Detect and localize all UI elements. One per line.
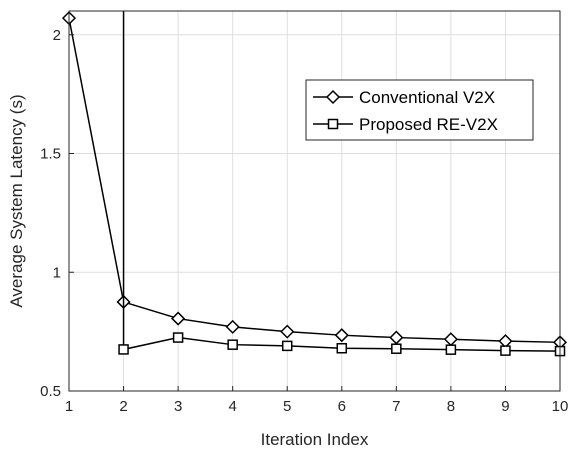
x-tick-label: 4	[228, 398, 236, 415]
series-layer	[61, 11, 568, 357]
data-point	[172, 332, 184, 343]
data-point	[227, 339, 238, 350]
x-tick-label: 7	[392, 398, 400, 415]
data-point	[445, 344, 457, 355]
data-point	[118, 344, 129, 355]
data-point	[171, 311, 186, 326]
data-point	[336, 343, 348, 354]
y-tick-label: 2	[53, 27, 61, 44]
legend-marker	[327, 118, 339, 130]
data-point	[334, 328, 349, 343]
x-tick-label: 9	[501, 398, 509, 415]
legend-item: Proposed RE-V2X	[313, 115, 498, 134]
y-tick-label: 1	[53, 264, 61, 281]
legend-marker	[325, 89, 341, 105]
legend-label: Proposed RE-V2X	[359, 115, 498, 134]
legend-box	[305, 79, 534, 141]
x-tick-label: 2	[119, 398, 127, 415]
data-point	[225, 319, 240, 334]
x-tick-label: 5	[283, 398, 291, 415]
x-axis-label: Iteration Index	[261, 430, 369, 449]
x-tick-label: 6	[338, 398, 346, 415]
series-line	[68, 17, 561, 344]
data-point	[500, 345, 511, 356]
series-line	[122, 11, 561, 352]
y-tick-label: 0.5	[40, 383, 61, 400]
y-tick-label: 1.5	[40, 146, 61, 163]
x-tick-label: 1	[65, 398, 73, 415]
legend-label: Conventional V2X	[359, 88, 495, 107]
y-axis-label: Average System Latency (s)	[7, 94, 26, 307]
data-point	[281, 340, 293, 352]
x-tick-label: 8	[447, 398, 455, 415]
x-tick-label: 10	[552, 398, 569, 415]
data-point	[280, 324, 295, 339]
plot-frame	[68, 10, 561, 392]
plot-background	[69, 11, 560, 391]
legend: Conventional V2X Proposed RE-V2X	[305, 79, 534, 141]
data-point	[391, 343, 402, 354]
legend-item: Conventional V2X	[313, 88, 495, 107]
ticks: 1 2 3 4 5 6 7 8 9 100.511.52	[40, 27, 568, 415]
x-tick-label: 3	[174, 398, 182, 415]
